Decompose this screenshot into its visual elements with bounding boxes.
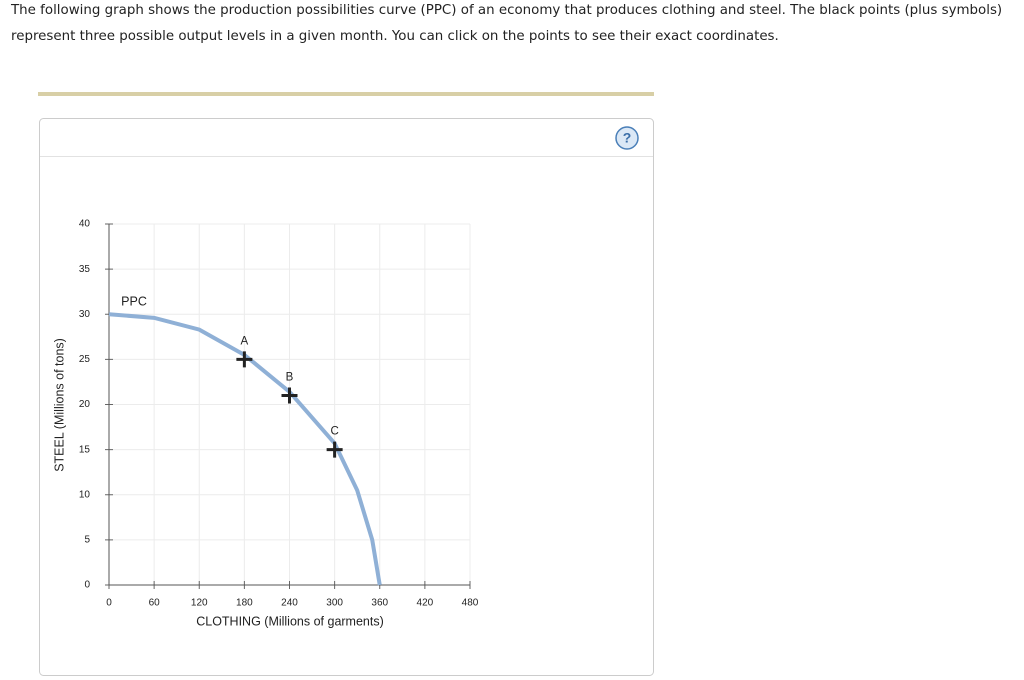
- x-tick-label: 0: [106, 598, 112, 609]
- point-label: C: [330, 426, 338, 438]
- x-tick-label: 360: [371, 598, 388, 609]
- point-label: B: [286, 372, 294, 384]
- graph-panel: [39, 118, 654, 676]
- help-icon[interactable]: [615, 126, 639, 150]
- x-tick-label: 480: [462, 598, 479, 609]
- instruction-text: represent three possible output levels i…: [11, 29, 779, 44]
- y-tick-label: 20: [79, 399, 91, 410]
- divider-bar: [38, 92, 654, 96]
- y-tick-label: 0: [84, 580, 90, 591]
- y-tick-label: 25: [79, 354, 91, 365]
- output-point[interactable]: [326, 441, 343, 458]
- y-tick-label: 35: [79, 264, 91, 275]
- point-label: A: [241, 335, 249, 347]
- x-tick-label: 300: [326, 598, 343, 609]
- y-tick-label: 30: [79, 309, 91, 320]
- x-tick-label: 420: [417, 598, 434, 609]
- y-axis-title: STEEL (Millions of tons): [52, 338, 66, 472]
- x-axis-title: CLOTHING (Millions of garments): [196, 614, 384, 628]
- help-icon-text[interactable]: ?: [623, 130, 632, 146]
- y-tick-label: 40: [79, 219, 91, 230]
- y-tick-label: 15: [79, 444, 91, 455]
- output-point[interactable]: [281, 387, 298, 404]
- output-point[interactable]: [236, 351, 253, 368]
- x-tick-label: 240: [281, 598, 298, 609]
- curve-label: PPC: [121, 295, 147, 309]
- x-tick-label: 180: [236, 598, 253, 609]
- y-tick-label: 10: [79, 489, 91, 500]
- x-tick-label: 60: [149, 598, 161, 609]
- y-tick-label: 5: [84, 535, 90, 546]
- instruction-text: The following graph shows the production…: [11, 3, 1003, 18]
- x-tick-label: 120: [191, 598, 208, 609]
